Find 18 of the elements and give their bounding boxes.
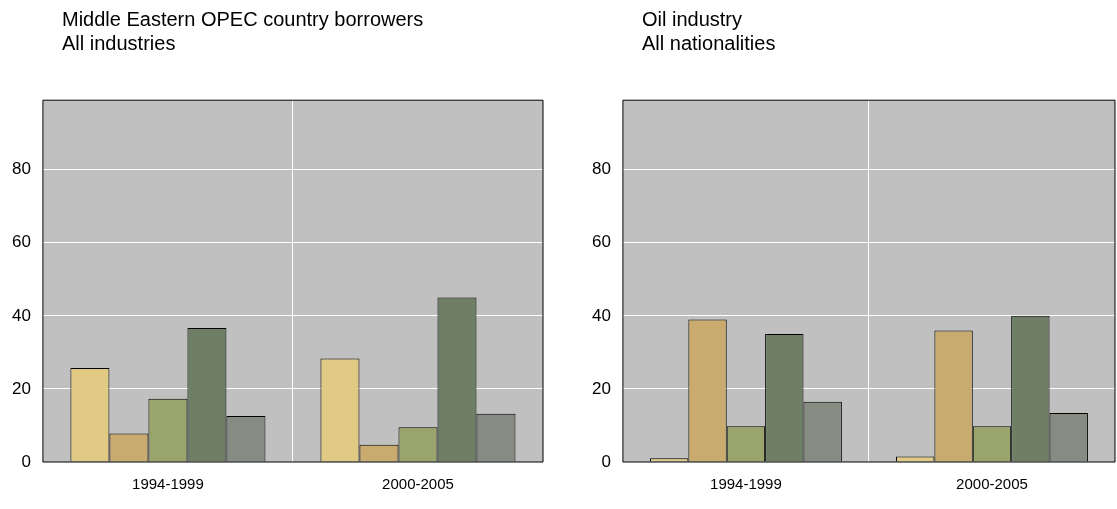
y-tick-label: 20 [591, 378, 611, 398]
y-tick-label: 80 [11, 159, 31, 179]
chart-subtitle: All nationalities [642, 31, 776, 55]
x-tick-label: 1994-1999 [132, 475, 204, 493]
y-tick-label: 0 [601, 451, 611, 471]
y-tick-label: 80 [591, 159, 611, 179]
x-tick-label: 2000-2005 [956, 475, 1028, 493]
y-tick-label: 0 [21, 451, 31, 471]
chart-title: Middle Eastern OPEC country borrowers [62, 7, 424, 31]
y-tick-label: 60 [591, 232, 611, 252]
y-tick-label: 40 [11, 305, 31, 325]
x-tick-label: 1994-1999 [710, 475, 782, 493]
chart-title: Oil industry [642, 7, 744, 31]
y-tick-label: 60 [11, 232, 31, 252]
y-tick-label: 20 [11, 378, 31, 398]
chart-subtitle: All industries [62, 31, 177, 55]
y-tick-label: 40 [591, 305, 611, 325]
x-tick-label: 2000-2005 [382, 475, 454, 493]
